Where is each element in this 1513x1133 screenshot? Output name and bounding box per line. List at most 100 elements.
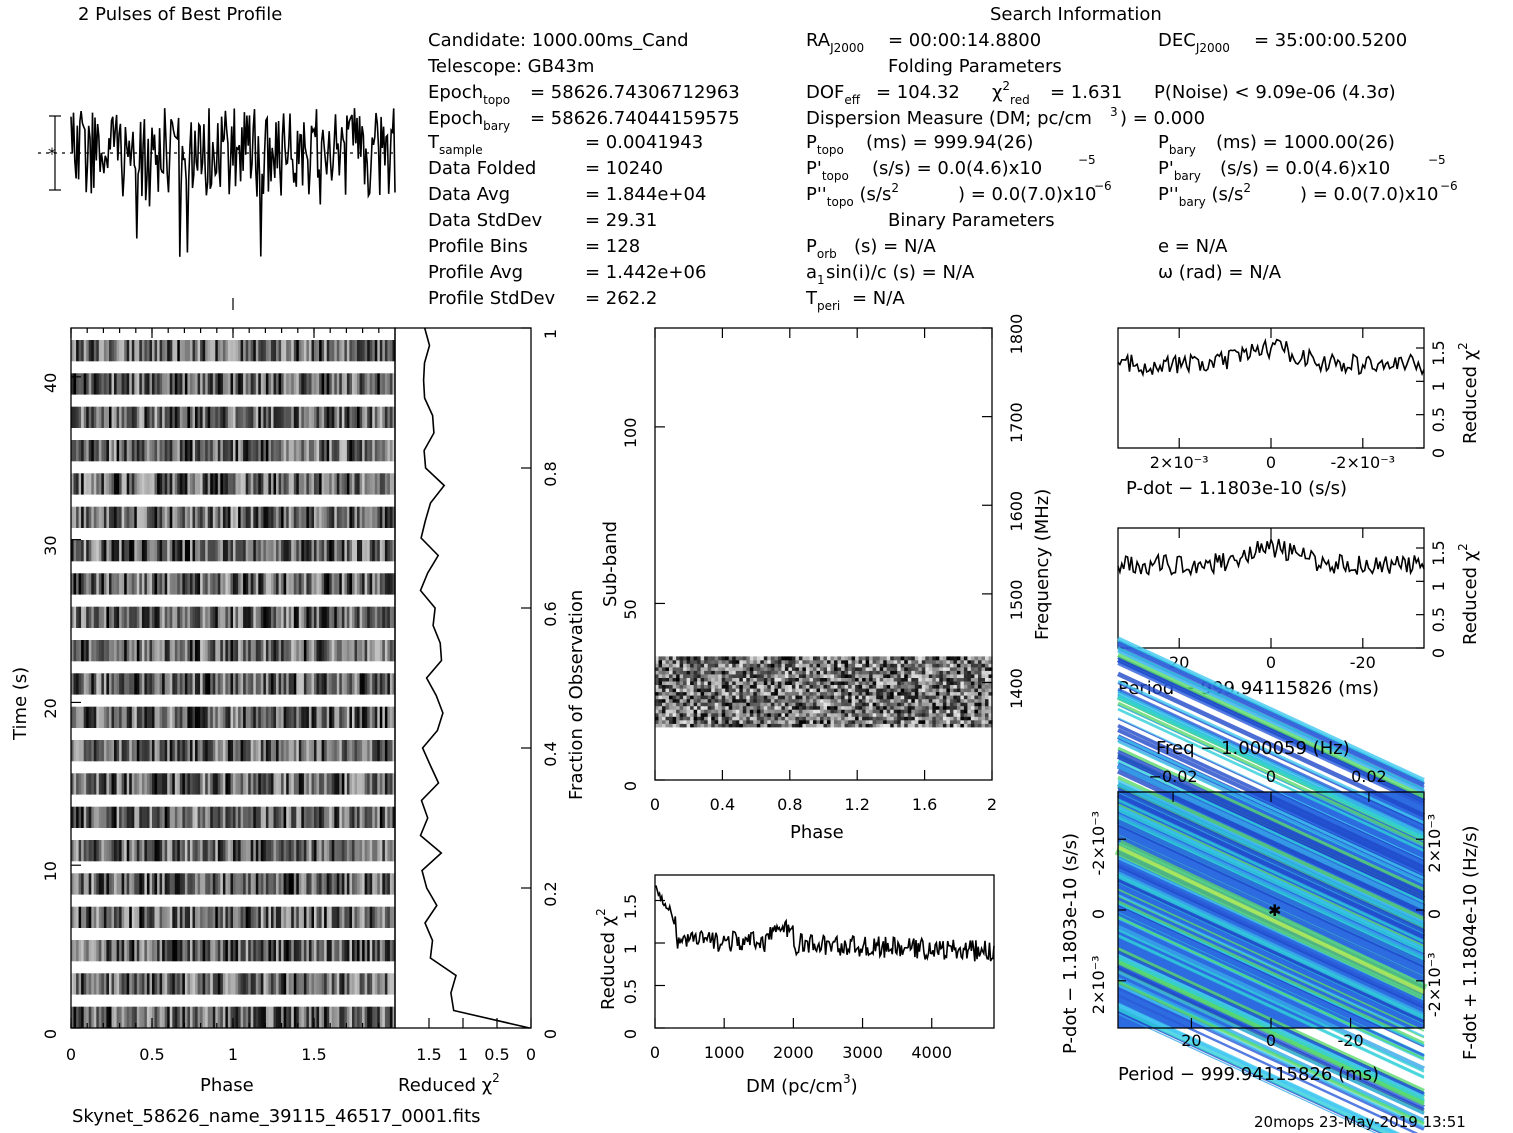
tchi-xtick: 1.5: [416, 1045, 441, 1064]
small-ytick: 0.5: [1429, 607, 1448, 632]
tsample-label: Tsample: [427, 132, 483, 157]
folding-title: Folding Parameters: [888, 56, 1062, 77]
phase-label: Phase: [200, 1075, 254, 1096]
prof-bins-value: = 128: [585, 236, 640, 257]
data-avg-label: Data Avg: [428, 184, 510, 205]
time-phase-xtick: 0: [66, 1045, 76, 1064]
data-avg-value: = 1.844e+04: [585, 184, 706, 205]
dec-value: = 35:00:00.5200: [1254, 30, 1407, 51]
time-phase-panel: 0 0.5 1 1.5 0 10 20 30 40 Phase Time (s): [10, 327, 396, 1096]
profile-line: [70, 108, 396, 257]
pdot-panel: 2×10⁻³ 0 -2×10⁻³ 0 0.5 1 1.5 P-dot − 1.1803e-1…: [1117, 327, 1481, 499]
freq-tick: 1700: [1007, 402, 1026, 443]
asini-value: sin(i)/c (s) = N/A: [826, 262, 975, 283]
freq-axis-label: Freq − 1.000059 (Hz): [1156, 738, 1350, 759]
ptopo-value: (ms) = 999.94(26): [866, 132, 1033, 153]
sb-ytick: 100: [621, 418, 640, 449]
dm-ytick: 0: [621, 1029, 640, 1039]
period-axis-label-2: Period − 999.94115826 (ms): [1118, 1064, 1379, 1085]
pdtopo-value: (s/s) = 0.0(4.6)x10: [872, 158, 1042, 179]
dm-ytick: 1.5: [621, 894, 640, 919]
pbary-label: Pbary: [1158, 132, 1196, 157]
profile-star: *: [48, 144, 56, 163]
ppdot-panel: 20 0 -20 −0.02 0 0.02 -2×10⁻³ 0 2×10⁻³ 2×10⁻³ 0 -2×…: [1060, 636, 1481, 1133]
prof-std-label: Profile StdDev: [428, 288, 556, 309]
sb-xtick: 1.6: [912, 795, 937, 814]
tchi-ytick: 0.2: [541, 881, 560, 906]
fdot-right-label: F-dot + 1.1804e-10 (Hz/s): [1460, 825, 1481, 1060]
small-ytick: 0: [1429, 448, 1448, 458]
ra-value: = 00:00:14.8800: [888, 30, 1041, 51]
small-xtick: 0: [1266, 453, 1276, 472]
pp-toptick: 0.02: [1351, 767, 1387, 786]
sb-xtick: 0: [650, 795, 660, 814]
dof-value: = 104.32: [876, 82, 960, 103]
dof-label: DOFeff: [806, 82, 861, 107]
time-phase-ytick: 40: [41, 373, 60, 393]
footer-stamp: 20mops 23-May-2019 13:51: [1254, 1113, 1466, 1131]
tchi-ytick: 0: [541, 1029, 560, 1039]
dm-axis-label: DM (pc/cm3): [746, 1072, 858, 1097]
omega-value: ω (rad) = N/A: [1158, 262, 1282, 283]
small-ytick: 1: [1429, 381, 1448, 391]
profile-title: 2 Pulses of Best Profile: [78, 4, 282, 25]
sb-xtick: 1.2: [844, 795, 869, 814]
pp-ytick: -2×10⁻³: [1089, 811, 1108, 876]
tchi-ytick: 1: [541, 329, 560, 339]
ridge-core: [1117, 845, 1425, 994]
pddtopo-exp: −6: [1094, 179, 1112, 193]
profile-plot: *: [38, 108, 396, 310]
pdot-axis-label: P-dot − 1.1803e-10 (s/s): [1126, 478, 1347, 499]
small-xtick: 0: [1266, 653, 1276, 672]
epoch-topo-value: = 58626.74306712963: [530, 82, 740, 103]
sb-xtick: 0.4: [710, 795, 735, 814]
pdbary-label: P'bary: [1158, 158, 1201, 183]
best-marker: ✱: [1268, 901, 1281, 920]
filename: Skynet_58626_name_39115_46517_0001.fits: [72, 1106, 481, 1127]
dm-xtick: 0: [650, 1043, 660, 1062]
data-std-label: Data StdDev: [428, 210, 543, 231]
pddtopo-label: P''topo (s/s2: [806, 181, 899, 209]
phase-label-2: Phase: [790, 822, 844, 843]
pddbary-value: ) = 0.0(7.0)x10: [1300, 184, 1438, 205]
prof-avg-value: = 1.442e+06: [585, 262, 706, 283]
dec-label: DECJ2000: [1158, 30, 1230, 55]
epoch-bary-label: Epochbary: [428, 108, 510, 133]
tchi-ytick: 0.4: [541, 741, 560, 766]
pdbary-value: (s/s) = 0.0(4.6)x10: [1220, 158, 1390, 179]
small-ytick: 1.5: [1429, 540, 1448, 565]
time-phase-ytick: 20: [41, 698, 60, 718]
dm-sup: 3: [1110, 105, 1118, 119]
tchi-xtick: 0.5: [484, 1045, 509, 1064]
dm-xtick: 1000: [704, 1043, 745, 1062]
pddtopo-value: ) = 0.0(7.0)x10: [958, 184, 1096, 205]
porb-label: Porb: [806, 236, 837, 261]
fraction-label: Fraction of Observation: [566, 590, 587, 800]
tchi-ytick: 0.8: [541, 461, 560, 486]
pddbary-label: P''bary (s/s2: [1158, 181, 1251, 209]
pnoise-text: P(Noise) < 9.09e-06 (4.3σ): [1154, 82, 1396, 103]
pp-rtick: 2×10⁻³: [1425, 814, 1444, 873]
redchi-label-pr: Reduced χ2: [1456, 543, 1481, 645]
data-folded-label: Data Folded: [428, 158, 536, 179]
small-ytick: 1.5: [1429, 340, 1448, 365]
redchi-label-dm: Reduced χ2: [594, 908, 619, 1010]
pp-rtick: -2×10⁻³: [1425, 953, 1444, 1018]
epoch-bary-value: = 58626.74044159575: [530, 108, 740, 129]
porb-value: (s) = N/A: [854, 236, 936, 257]
redchi-label-pd: Reduced χ2: [1456, 342, 1481, 444]
dm-xtick: 3000: [842, 1043, 883, 1062]
prof-std-value: = 262.2: [585, 288, 657, 309]
epoch-topo-label: Epochtopo: [428, 82, 510, 107]
pp-xtick: 0: [1266, 1031, 1276, 1050]
dm-ytick: 1: [621, 944, 640, 954]
time-label: Time (s): [10, 667, 31, 741]
tperi-value: = N/A: [852, 288, 905, 309]
subband-label: Sub-band: [600, 521, 621, 607]
freq-tick: 1600: [1007, 491, 1026, 532]
tperi-label: Tperi: [805, 288, 840, 313]
dm-panel: 0 1000 2000 3000 4000 0 0.5 1 1.5 DM (pc/cm3) Re…: [594, 874, 995, 1097]
small-ytick: 1: [1429, 581, 1448, 591]
prof-bins-label: Profile Bins: [428, 236, 528, 257]
pp-ytick: 0: [1089, 909, 1108, 919]
